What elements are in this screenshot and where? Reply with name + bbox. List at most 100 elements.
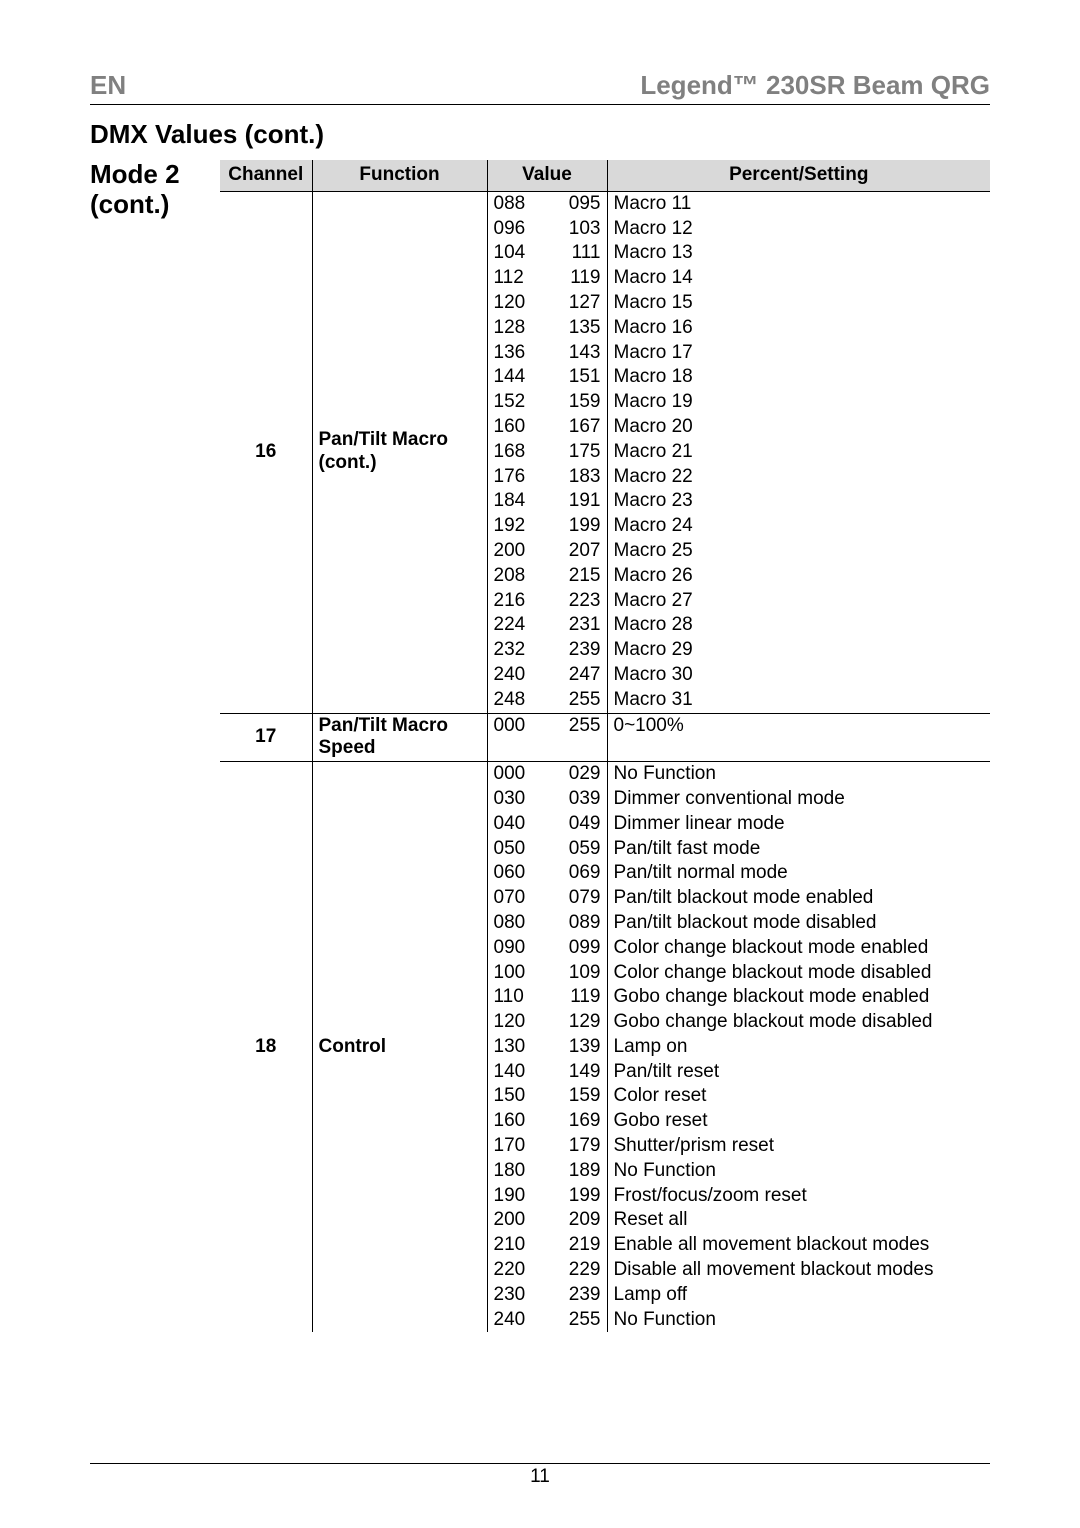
cell-value-to: 099 xyxy=(547,936,607,961)
cell-setting: Macro 30 xyxy=(607,663,990,688)
cell-value-to: 167 xyxy=(547,415,607,440)
cell-value-to: 029 xyxy=(547,762,607,787)
cell-setting: Pan/tilt fast mode xyxy=(607,837,990,862)
cell-setting: No Function xyxy=(607,1308,990,1333)
cell-value-to: 209 xyxy=(547,1208,607,1233)
cell-setting: Macro 19 xyxy=(607,390,990,415)
section-title: DMX Values (cont.) xyxy=(90,119,990,150)
cell-setting: Macro 11 xyxy=(607,191,990,216)
cell-setting: Macro 14 xyxy=(607,266,990,291)
cell-value-to: 079 xyxy=(547,886,607,911)
cell-value-to: 139 xyxy=(547,1035,607,1060)
cell-setting: Gobo change blackout mode disabled xyxy=(607,1010,990,1035)
cell-setting: Macro 28 xyxy=(607,613,990,638)
cell-value-from: 060 xyxy=(487,861,547,886)
col-channel: Channel xyxy=(220,160,312,191)
cell-function: Control xyxy=(312,762,487,1333)
cell-value-to: 069 xyxy=(547,861,607,886)
cell-value-from: 210 xyxy=(487,1233,547,1258)
cell-value-to: 039 xyxy=(547,787,607,812)
cell-value-from: 192 xyxy=(487,514,547,539)
cell-value-from: 220 xyxy=(487,1258,547,1283)
cell-setting: Pan/tilt blackout mode disabled xyxy=(607,911,990,936)
cell-value-to: 169 xyxy=(547,1109,607,1134)
cell-value-to: 089 xyxy=(547,911,607,936)
cell-channel: 16 xyxy=(220,191,312,713)
cell-value-from: 140 xyxy=(487,1060,547,1085)
cell-value-from: 120 xyxy=(487,291,547,316)
cell-setting: Color change blackout mode disabled xyxy=(607,961,990,986)
col-percent: Percent/Setting xyxy=(607,160,990,191)
cell-value-from: 208 xyxy=(487,564,547,589)
cell-value-to: 127 xyxy=(547,291,607,316)
cell-setting: Macro 31 xyxy=(607,688,990,713)
cell-setting: Macro 13 xyxy=(607,241,990,266)
cell-setting: Macro 21 xyxy=(607,440,990,465)
cell-value-from: 096 xyxy=(487,217,547,242)
cell-setting: Dimmer linear mode xyxy=(607,812,990,837)
cell-value-to: 129 xyxy=(547,1010,607,1035)
cell-value-to: 255 xyxy=(547,713,607,762)
cell-value-from: 224 xyxy=(487,613,547,638)
table-row: 16Pan/Tilt Macro (cont.)088095Macro 11 xyxy=(220,191,990,216)
cell-value-from: 200 xyxy=(487,539,547,564)
cell-setting: Pan/tilt blackout mode enabled xyxy=(607,886,990,911)
cell-value-from: 248 xyxy=(487,688,547,713)
cell-function: Pan/Tilt Macro (cont.) xyxy=(312,191,487,713)
cell-setting: Dimmer conventional mode xyxy=(607,787,990,812)
cell-setting: Color reset xyxy=(607,1084,990,1109)
cell-value-from: 104 xyxy=(487,241,547,266)
cell-setting: Gobo change blackout mode enabled xyxy=(607,985,990,1010)
cell-value-to: 103 xyxy=(547,217,607,242)
cell-value-to: 199 xyxy=(547,514,607,539)
cell-value-to: 183 xyxy=(547,465,607,490)
cell-value-to: 239 xyxy=(547,1283,607,1308)
cell-value-to: 049 xyxy=(547,812,607,837)
cell-value-to: 059 xyxy=(547,837,607,862)
cell-value-from: 240 xyxy=(487,1308,547,1333)
mode-label-line1: Mode 2 xyxy=(90,159,180,189)
mode-label: Mode 2 (cont.) xyxy=(90,160,220,220)
cell-value-from: 168 xyxy=(487,440,547,465)
cell-setting: Color change blackout mode enabled xyxy=(607,936,990,961)
cell-value-to: 095 xyxy=(547,191,607,216)
col-function: Function xyxy=(312,160,487,191)
cell-value-from: 110 xyxy=(487,985,547,1010)
cell-value-to: 223 xyxy=(547,589,607,614)
cell-setting: 0~100% xyxy=(607,713,990,762)
cell-setting: Frost/focus/zoom reset xyxy=(607,1184,990,1209)
cell-value-from: 050 xyxy=(487,837,547,862)
table-row: 18Control000029No Function xyxy=(220,762,990,787)
cell-value-to: 179 xyxy=(547,1134,607,1159)
cell-function: Pan/Tilt Macro Speed xyxy=(312,713,487,762)
cell-value-from: 000 xyxy=(487,762,547,787)
cell-setting: Macro 15 xyxy=(607,291,990,316)
cell-value-from: 232 xyxy=(487,638,547,663)
cell-value-to: 199 xyxy=(547,1184,607,1209)
cell-value-from: 100 xyxy=(487,961,547,986)
cell-value-to: 239 xyxy=(547,638,607,663)
cell-value-from: 180 xyxy=(487,1159,547,1184)
cell-value-from: 152 xyxy=(487,390,547,415)
cell-setting: Macro 17 xyxy=(607,341,990,366)
cell-value-to: 119 xyxy=(547,985,607,1010)
cell-setting: Macro 27 xyxy=(607,589,990,614)
cell-value-from: 090 xyxy=(487,936,547,961)
cell-value-from: 200 xyxy=(487,1208,547,1233)
cell-value-to: 189 xyxy=(547,1159,607,1184)
cell-setting: Macro 18 xyxy=(607,365,990,390)
cell-setting: Shutter/prism reset xyxy=(607,1134,990,1159)
cell-value-from: 130 xyxy=(487,1035,547,1060)
cell-value-from: 112 xyxy=(487,266,547,291)
cell-value-to: 191 xyxy=(547,489,607,514)
cell-value-to: 247 xyxy=(547,663,607,688)
cell-value-to: 231 xyxy=(547,613,607,638)
cell-value-to: 159 xyxy=(547,390,607,415)
header-title: Legend™ 230SR Beam QRG xyxy=(640,70,990,101)
col-value: Value xyxy=(487,160,607,191)
cell-value-from: 088 xyxy=(487,191,547,216)
cell-setting: Macro 23 xyxy=(607,489,990,514)
cell-value-from: 170 xyxy=(487,1134,547,1159)
cell-setting: Pan/tilt normal mode xyxy=(607,861,990,886)
table-header-row: Channel Function Value Percent/Setting xyxy=(220,160,990,191)
